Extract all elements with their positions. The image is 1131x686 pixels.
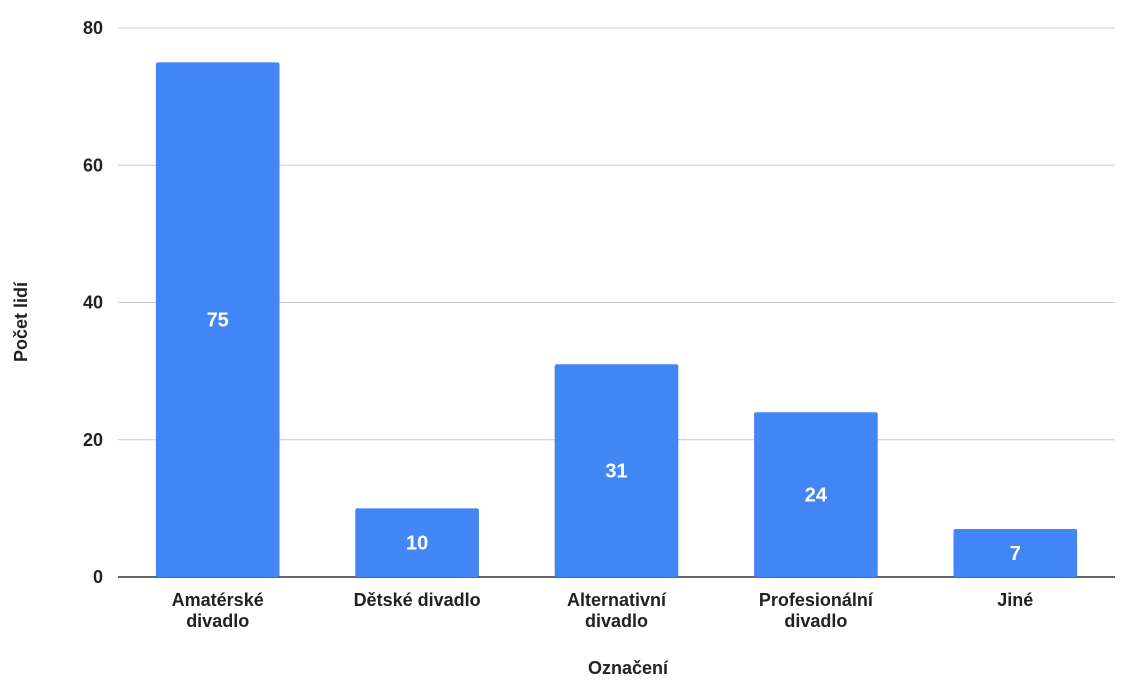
y-tick-label: 20 [83, 430, 103, 450]
x-category-label: Dětské divadlo [354, 590, 481, 610]
bar-value-label: 31 [605, 461, 627, 483]
x-category-label: Amatérské [172, 590, 264, 610]
x-category-label: divadlo [784, 611, 847, 631]
y-tick-label: 40 [83, 293, 103, 313]
bar [554, 364, 679, 577]
y-tick-label: 60 [83, 155, 103, 175]
y-tick-label: 0 [93, 567, 103, 587]
bar-value-label: 75 [207, 310, 229, 332]
bar-value-label: 7 [1010, 543, 1021, 565]
x-category-label: divadlo [585, 611, 648, 631]
bar-value-label: 10 [406, 533, 428, 555]
bar-value-label: 24 [805, 485, 828, 507]
x-category-label: Jiné [997, 590, 1033, 610]
bars: 75 10 31 24 7 [155, 62, 1078, 577]
x-category-label: Alternativní [567, 590, 667, 610]
y-tick-label: 80 [83, 18, 103, 38]
bar [155, 62, 280, 577]
bar [754, 412, 878, 577]
y-axis-ticks: 0 20 40 60 80 [83, 18, 103, 587]
bar [355, 508, 479, 577]
x-category-label: Profesionální [759, 590, 874, 610]
y-axis-title: Počet lidí [11, 281, 31, 362]
x-axis-title: Označení [588, 658, 669, 678]
x-category-label: divadlo [186, 611, 249, 631]
bar [953, 528, 1078, 577]
